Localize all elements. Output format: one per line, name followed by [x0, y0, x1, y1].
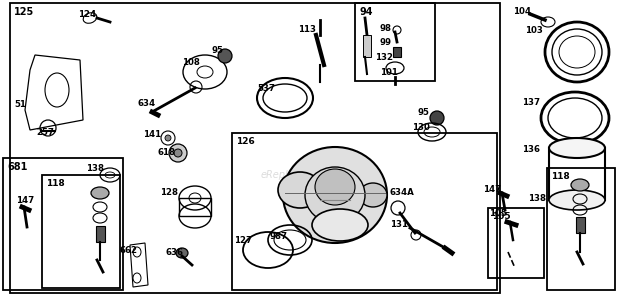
- Text: 137: 137: [522, 98, 540, 107]
- Text: 537: 537: [257, 84, 275, 93]
- Bar: [232, 133, 497, 290]
- Text: 132: 132: [375, 53, 393, 62]
- Text: 95: 95: [418, 108, 430, 117]
- Ellipse shape: [312, 209, 368, 241]
- Text: 127: 127: [234, 236, 252, 245]
- Text: 147: 147: [16, 196, 34, 205]
- Text: 113: 113: [298, 25, 316, 34]
- Ellipse shape: [571, 179, 589, 191]
- Text: 147: 147: [483, 185, 501, 194]
- Text: 138: 138: [86, 164, 104, 173]
- Ellipse shape: [549, 138, 605, 158]
- Ellipse shape: [91, 187, 109, 199]
- Bar: [42, 175, 120, 288]
- Ellipse shape: [315, 169, 355, 205]
- Ellipse shape: [169, 144, 187, 162]
- Text: 681: 681: [7, 162, 27, 172]
- Text: 634A: 634A: [390, 188, 415, 197]
- Text: 95: 95: [212, 46, 224, 55]
- Ellipse shape: [359, 183, 387, 207]
- Text: 104: 104: [513, 7, 531, 16]
- Text: 98: 98: [380, 24, 392, 33]
- Text: eReplacementParts.com: eReplacementParts.com: [260, 170, 379, 180]
- Text: 141: 141: [143, 130, 161, 139]
- Text: 118: 118: [46, 179, 64, 188]
- Text: 125: 125: [14, 7, 34, 17]
- Ellipse shape: [165, 135, 171, 141]
- Ellipse shape: [174, 149, 182, 157]
- Text: 136: 136: [522, 145, 540, 154]
- Bar: [549, 148, 605, 200]
- Ellipse shape: [176, 248, 188, 258]
- Text: 118: 118: [551, 172, 570, 181]
- Text: 103: 103: [525, 26, 543, 35]
- Text: 124: 124: [78, 10, 96, 19]
- Bar: [488, 208, 544, 278]
- Text: 94: 94: [359, 7, 373, 17]
- Text: 634: 634: [138, 99, 156, 108]
- Bar: [179, 198, 211, 216]
- Ellipse shape: [283, 147, 387, 243]
- Bar: [355, 3, 435, 81]
- Ellipse shape: [549, 190, 605, 210]
- Text: 130: 130: [412, 123, 430, 132]
- Ellipse shape: [430, 111, 444, 125]
- Ellipse shape: [305, 167, 365, 223]
- Text: 101: 101: [380, 68, 398, 77]
- Bar: [3, 158, 123, 290]
- Text: 126: 126: [236, 137, 255, 146]
- Text: 128: 128: [160, 188, 178, 197]
- Text: 987: 987: [270, 232, 288, 241]
- Text: 105: 105: [489, 209, 507, 218]
- Text: 618: 618: [158, 148, 176, 157]
- Bar: [10, 3, 500, 293]
- Bar: [547, 168, 615, 290]
- Text: 99: 99: [380, 38, 392, 47]
- Ellipse shape: [278, 172, 322, 208]
- Text: 257: 257: [36, 128, 54, 137]
- Text: 105: 105: [492, 212, 511, 221]
- Text: 662: 662: [120, 246, 138, 255]
- Text: 636: 636: [165, 248, 183, 257]
- Text: 131: 131: [390, 220, 408, 229]
- Text: 138: 138: [528, 194, 546, 203]
- Text: 51: 51: [14, 100, 26, 109]
- Bar: [96, 226, 105, 242]
- Bar: [576, 217, 585, 233]
- Bar: [393, 47, 401, 57]
- Text: 108: 108: [182, 58, 200, 67]
- Bar: [363, 35, 371, 57]
- Ellipse shape: [218, 49, 232, 63]
